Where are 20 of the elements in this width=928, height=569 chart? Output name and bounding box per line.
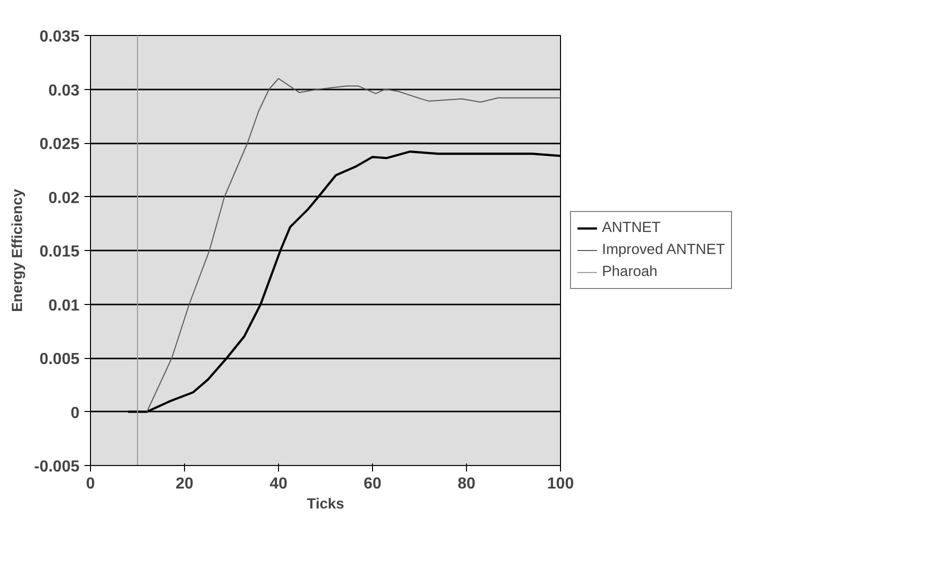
y-tick-label: 0.025 — [39, 136, 80, 153]
legend-label: ANTNET — [602, 220, 661, 236]
y-axis-title: Energy Efficiency — [10, 188, 26, 312]
x-tick-label: 100 — [547, 476, 574, 492]
legend-label: Pharoah — [602, 264, 658, 280]
x-tick-label: 0 — [86, 476, 96, 492]
y-tick-label: 0 — [70, 404, 80, 422]
y-tick-label: 0.015 — [39, 244, 80, 260]
y-tick-label: 0.01 — [48, 297, 80, 314]
y-tick-label: 0.035 — [39, 28, 80, 46]
y-tick-label: 0.005 — [39, 351, 80, 368]
x-tick-label: 60 — [364, 476, 382, 492]
y-tick-label: 0.03 — [48, 82, 80, 100]
y-tick-label: 0.02 — [48, 190, 80, 207]
x-tick-label: 80 — [458, 476, 476, 492]
x-axis-title: Ticks — [306, 496, 344, 512]
legend-label: Improved ANTNET — [602, 242, 725, 258]
y-tick-label: -0.005 — [34, 458, 80, 476]
x-tick-label: 40 — [270, 476, 288, 492]
x-tick-label: 20 — [176, 476, 194, 492]
